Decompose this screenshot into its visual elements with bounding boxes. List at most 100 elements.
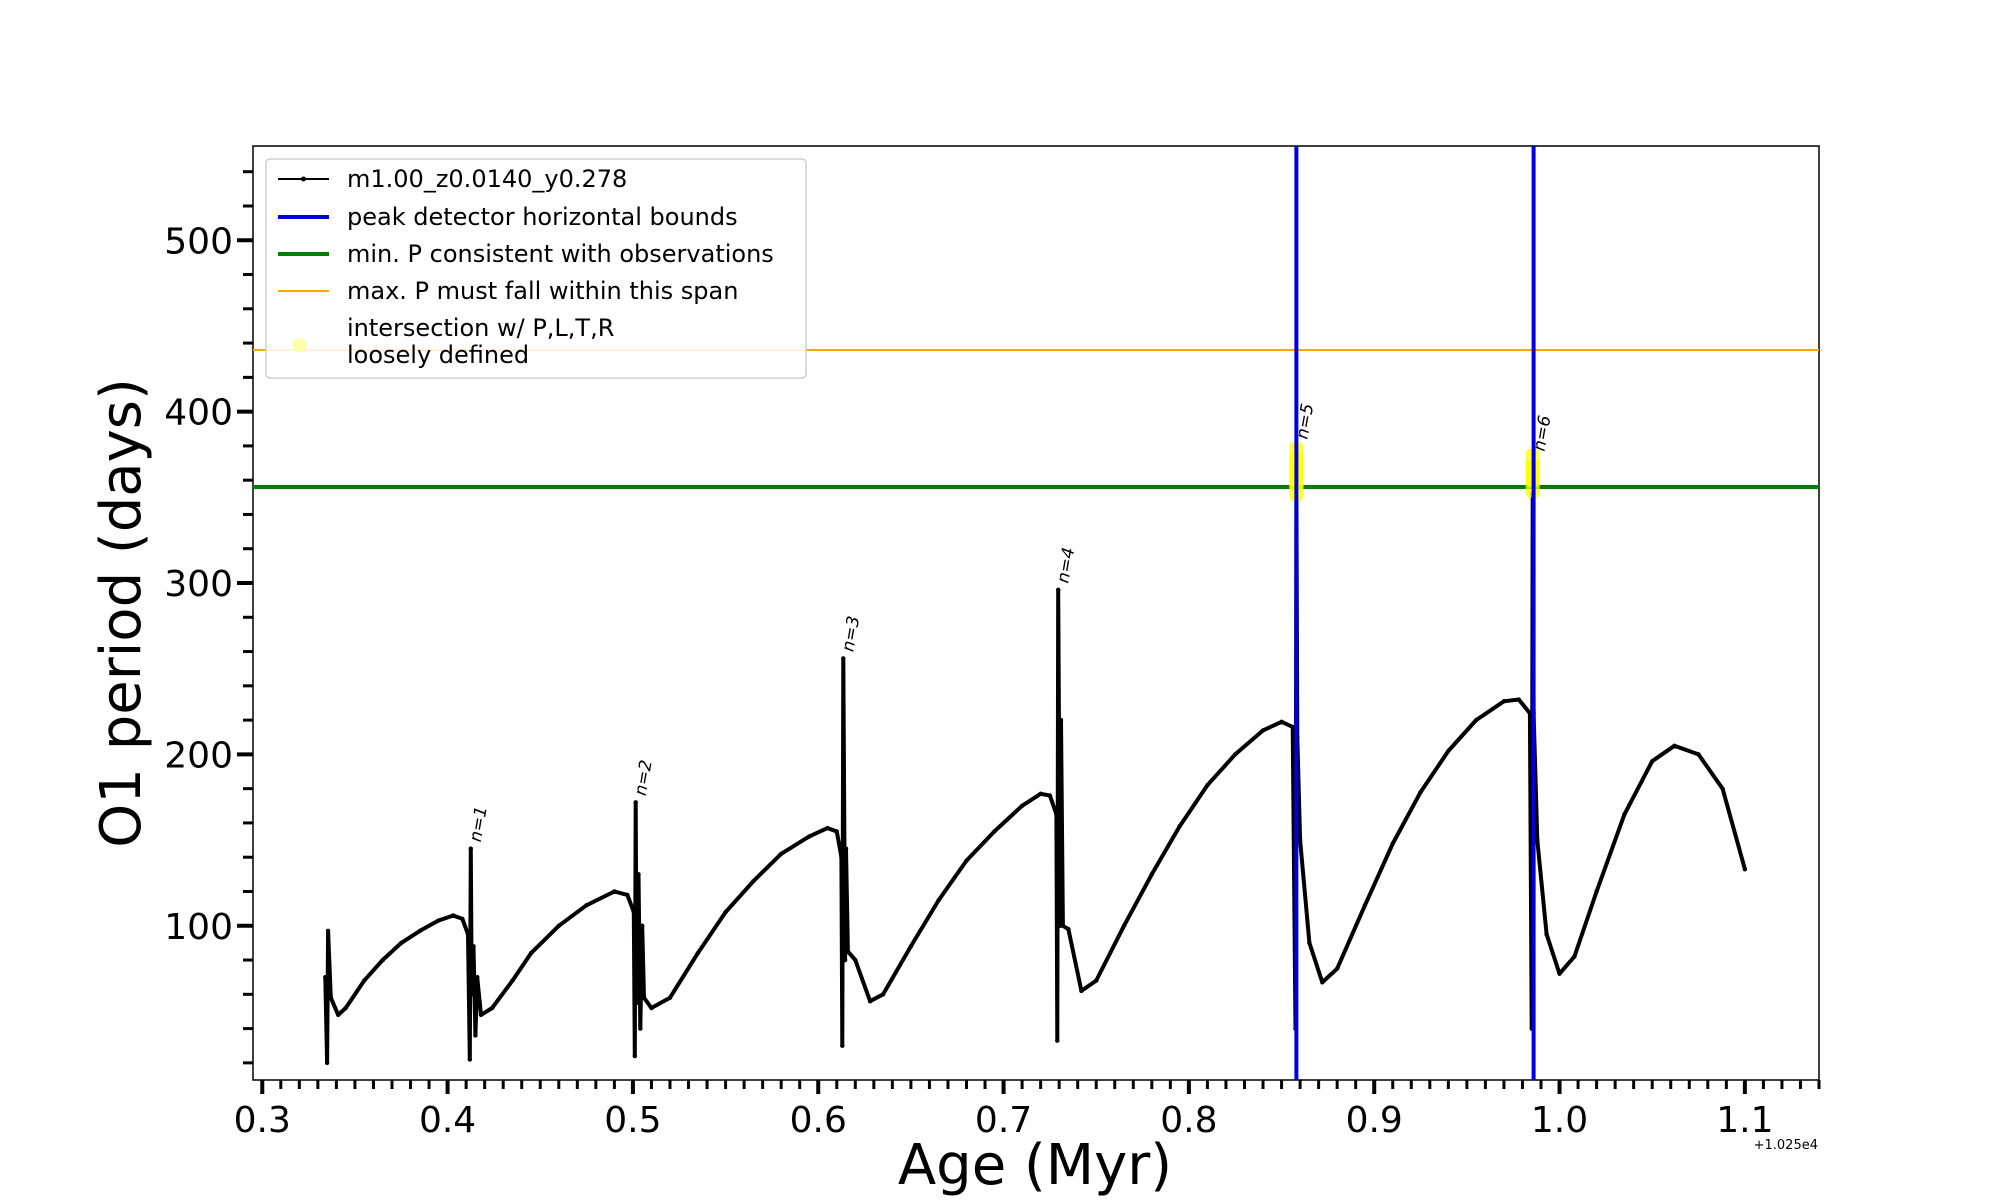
x-tick-label: 0.8 xyxy=(1160,1100,1217,1141)
model-track-point xyxy=(468,846,473,851)
tick-labels: 0.3 0.4 0.5 0.6 0.7 0.8 0.9 1.0 1.1 100 200 300 400 5… xyxy=(164,221,1773,1141)
model-track-point xyxy=(1650,759,1655,764)
model-track-point xyxy=(834,829,839,834)
peak-annotation: n=3 xyxy=(838,614,864,653)
axis-ticks xyxy=(237,170,1821,1094)
model-track-point xyxy=(1094,978,1099,983)
y-tick-label: 300 xyxy=(164,564,233,605)
model-track-point xyxy=(1320,980,1325,985)
model-track-point xyxy=(1019,803,1025,808)
model-track-point xyxy=(853,957,858,963)
x-tick-label: 0.4 xyxy=(419,1100,476,1141)
model-track-point xyxy=(639,923,645,928)
model-track-point xyxy=(695,950,700,956)
model-track-point xyxy=(1527,711,1533,716)
model-track-point xyxy=(399,940,404,946)
model-track-point xyxy=(1501,699,1507,704)
model-track-point xyxy=(636,872,641,877)
legend-swatch-dot xyxy=(292,338,307,352)
model-track-point xyxy=(325,928,331,934)
legend-label: m1.00_z0.0140_y0.278 xyxy=(347,165,627,193)
model-track-point xyxy=(1205,783,1210,788)
model-track-point xyxy=(806,834,812,839)
model-track-point xyxy=(1149,872,1155,877)
model-track-point xyxy=(992,829,997,834)
model-track-point xyxy=(1038,791,1043,797)
model-track-point xyxy=(478,1012,484,1018)
model-track-point xyxy=(667,995,673,1000)
x-axis-title: Age (Myr) xyxy=(898,1133,1172,1198)
model-track-point xyxy=(556,923,561,928)
model-track-point xyxy=(1720,786,1725,791)
model-track-point xyxy=(1473,717,1479,723)
model-track-point xyxy=(1297,837,1303,843)
model-track-point xyxy=(323,974,328,980)
model-track-point xyxy=(343,1005,348,1011)
model-track-point xyxy=(1544,932,1549,937)
model-track-point xyxy=(528,950,534,956)
plot-frame xyxy=(252,145,1820,1081)
y-axis-title: O1 period (days) xyxy=(89,378,154,848)
model-track-point xyxy=(1177,824,1182,829)
model-track-point xyxy=(584,902,589,908)
model-track-point xyxy=(417,928,422,934)
model-track-point xyxy=(467,1057,473,1062)
model-track-point xyxy=(336,1012,341,1018)
model-track-point xyxy=(625,892,630,898)
model-track-point xyxy=(1066,926,1071,932)
model-track-point xyxy=(1060,923,1066,928)
model-track-point xyxy=(1279,719,1284,725)
model-track-point xyxy=(845,949,851,954)
model-track-point xyxy=(1557,971,1562,976)
model-track-point xyxy=(1535,837,1540,843)
x-tick-label: 1.1 xyxy=(1716,1100,1773,1141)
y-tick-label: 500 xyxy=(164,221,233,262)
model-track-point xyxy=(908,944,914,949)
model-track-point xyxy=(1572,954,1577,959)
model-track-point xyxy=(450,913,456,918)
model-track-point xyxy=(649,1005,654,1011)
model-track-point xyxy=(751,879,756,884)
model-track-point xyxy=(1696,752,1701,757)
legend-label: loosely defined xyxy=(347,341,529,369)
model-track-point xyxy=(1121,923,1127,928)
model-track-point xyxy=(1622,812,1627,817)
x-offset-text: +1.025e4 xyxy=(1754,1138,1818,1153)
model-track-point xyxy=(328,995,334,1000)
legend-swatch-marker xyxy=(301,176,306,182)
model-track-point xyxy=(842,957,848,963)
model-track-point xyxy=(880,992,886,997)
model-track-point xyxy=(324,1060,330,1066)
legend-box xyxy=(265,158,807,379)
legend-label: peak detector horizontal bounds xyxy=(347,203,738,231)
model-track-point xyxy=(510,978,515,983)
model-track-point xyxy=(1290,724,1295,730)
peak-annotation: n=2 xyxy=(631,758,657,797)
model-track-point xyxy=(839,855,844,860)
peak-annotations: n=1n=2n=3n=4n=5 n=6 xyxy=(466,402,1556,843)
model-track-point xyxy=(867,998,873,1004)
model-track-point xyxy=(361,978,367,983)
model-track-point xyxy=(380,957,385,963)
peak-annotation: n=1 xyxy=(466,805,492,844)
model-track-point xyxy=(723,909,728,915)
model-track-point xyxy=(1390,841,1395,846)
model-track-point xyxy=(843,846,849,851)
model-track-point xyxy=(825,825,830,831)
model-track-point xyxy=(841,656,846,661)
model-track-point xyxy=(1056,587,1061,593)
model-track-point xyxy=(641,995,647,1000)
model-track-point xyxy=(631,909,637,915)
x-tick-label: 0.5 xyxy=(604,1100,661,1141)
model-track-point xyxy=(473,1033,478,1038)
model-track-point xyxy=(936,897,941,903)
model-track-point xyxy=(1742,867,1748,872)
model-track-point xyxy=(1516,697,1521,702)
model-track-point xyxy=(1047,793,1053,798)
model-track-point xyxy=(1446,748,1451,754)
model-track-point xyxy=(612,889,617,894)
model-track-point xyxy=(475,974,480,980)
model-track-point xyxy=(964,858,969,863)
x-tick-label: 0.3 xyxy=(234,1100,291,1141)
